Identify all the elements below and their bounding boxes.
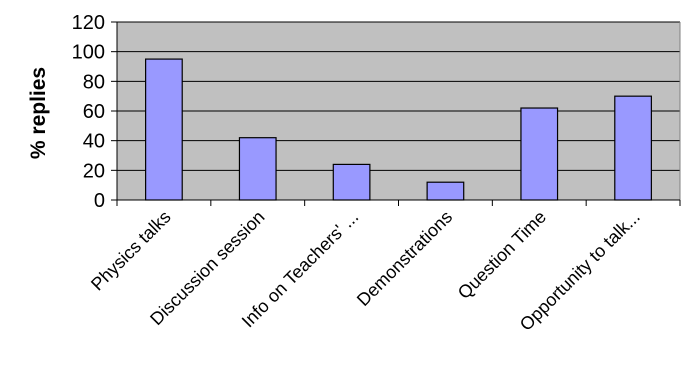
bars: [145, 58, 652, 201]
y-tick-label: 60: [83, 101, 105, 123]
bar: [426, 181, 465, 201]
y-tick-label: 120: [72, 12, 105, 34]
x-tick-label: Question Time: [454, 207, 550, 303]
bar: [332, 163, 371, 201]
x-tick-label: Physics talks: [87, 207, 175, 295]
y-tick-label: 40: [83, 131, 105, 153]
y-tick-label: 20: [83, 160, 105, 182]
bar: [614, 95, 652, 201]
y-axis-title: % replies: [27, 67, 50, 159]
bar: [145, 58, 183, 201]
y-tick-labels: 0 20 40 60 80 100 120: [72, 12, 105, 212]
bar: [520, 107, 559, 201]
gridlines: [117, 21, 680, 171]
axes: [111, 21, 681, 206]
x-tick-label: Demonstrations: [353, 207, 456, 310]
bar: [238, 137, 277, 201]
y-tick-label: 0: [94, 190, 105, 212]
y-tick-label: 100: [72, 42, 105, 64]
y-tick-label: 80: [83, 71, 105, 93]
